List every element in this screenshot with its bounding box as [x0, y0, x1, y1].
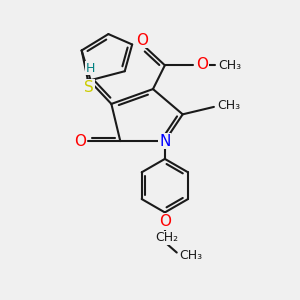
Text: O: O	[74, 134, 86, 148]
Text: CH₂: CH₂	[155, 231, 178, 244]
Text: S: S	[84, 80, 94, 95]
Text: H: H	[86, 62, 95, 75]
Text: CH₃: CH₃	[218, 59, 242, 72]
Text: O: O	[159, 214, 171, 229]
Text: O: O	[136, 32, 148, 47]
Text: O: O	[196, 57, 208, 72]
Text: N: N	[159, 134, 170, 148]
Text: CH₃: CH₃	[180, 249, 203, 262]
Text: CH₃: CH₃	[217, 99, 240, 112]
